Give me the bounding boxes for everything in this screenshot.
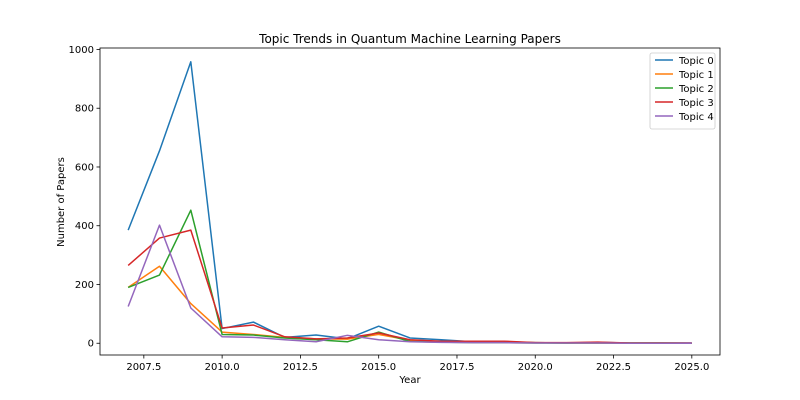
y-tick-label: 600 [75, 162, 94, 173]
x-tick-label: 2010.0 [205, 362, 240, 373]
plot-frame [99, 47, 721, 356]
legend-box [649, 52, 716, 130]
series-layer [127, 61, 692, 344]
series-line-topic-3 [127, 229, 692, 344]
legend-label-topic-2: Topic 2 [678, 84, 714, 95]
y-tick-label: 800 [75, 104, 94, 115]
y-tick-label: 200 [75, 280, 94, 291]
x-tick-label: 2022.5 [596, 362, 631, 373]
x-axis-title: Year [398, 375, 421, 386]
y-tick-label: 0 [88, 339, 94, 350]
y-tick-label: 1000 [69, 45, 94, 56]
x-tick-label: 2020.0 [518, 362, 553, 373]
y-axis-title: Number of Papers [56, 157, 67, 247]
legend-label-topic-0: Topic 0 [678, 56, 714, 67]
y-axis: 0 200 400 600 800 1000 [69, 45, 100, 350]
x-tick-label: 2007.5 [126, 362, 161, 373]
x-axis: 2007.5 2010.0 2012.5 2015.0 2017.5 2020.0 2022… [126, 355, 709, 373]
x-tick-label: 2025.0 [674, 362, 709, 373]
legend-label-topic-1: Topic 1 [678, 70, 714, 81]
legend: Topic 0 Topic 1 Topic 2 Topic 3 Topic 4 [649, 52, 716, 130]
chart-title: Topic Trends in Quantum Machine Learning… [258, 32, 561, 46]
series-line-topic-4 [127, 224, 692, 344]
x-tick-label: 2015.0 [361, 362, 396, 373]
y-tick-label: 400 [75, 221, 94, 232]
legend-label-topic-3: Topic 3 [678, 98, 714, 109]
legend-label-topic-4: Topic 4 [678, 112, 714, 123]
x-tick-label: 2017.5 [439, 362, 474, 373]
x-tick-label: 2012.5 [283, 362, 318, 373]
